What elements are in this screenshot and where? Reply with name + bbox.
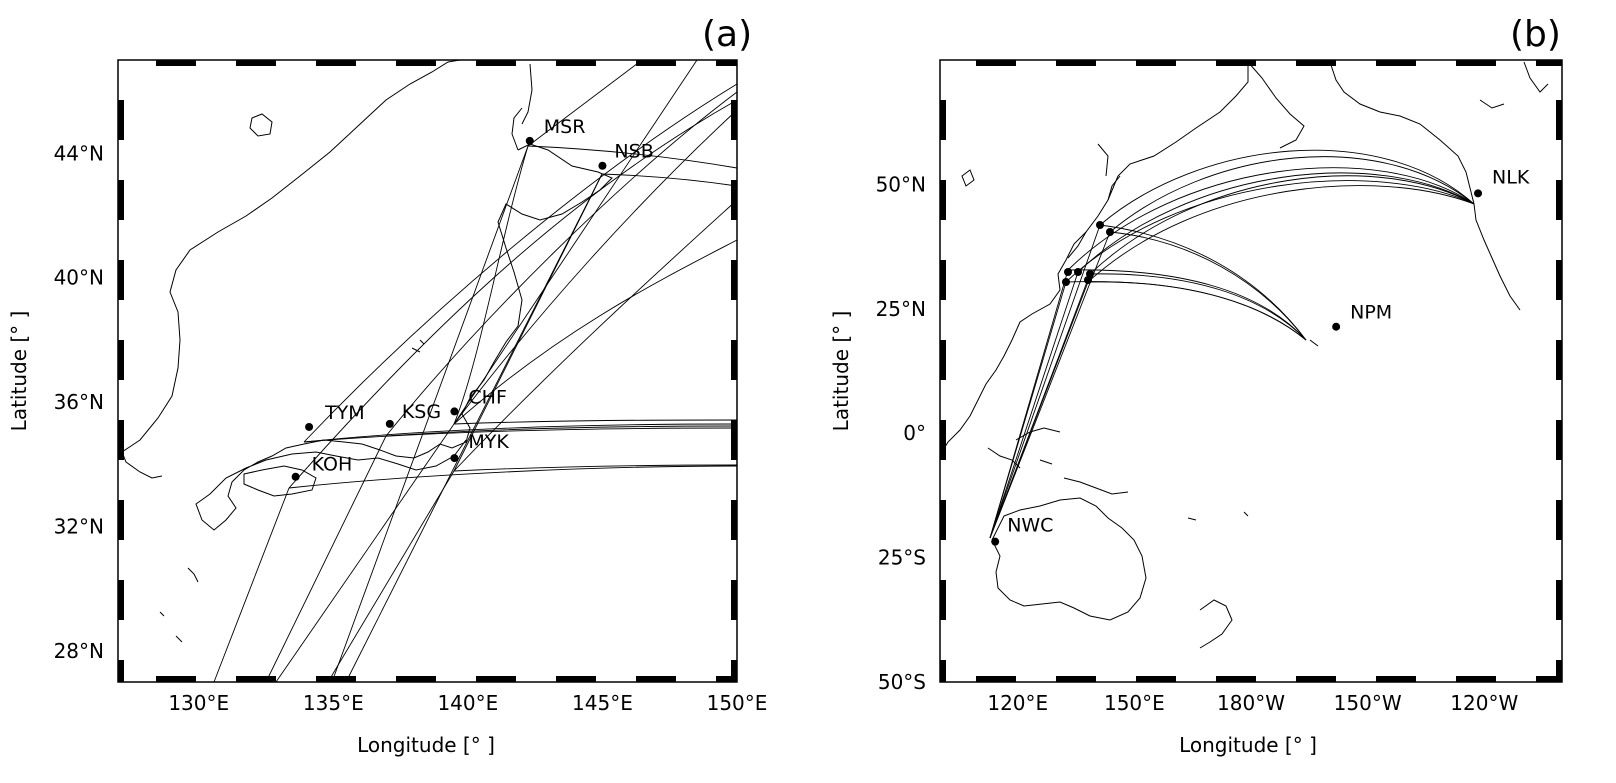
panel-a-propagation-paths bbox=[213, 59, 738, 683]
y-tick-label: 36°N bbox=[54, 390, 104, 414]
x-tick-label: 145°E bbox=[572, 691, 633, 715]
y-tick-label: 0° bbox=[903, 421, 926, 445]
map-panel-b: (b) bbox=[829, 14, 1563, 757]
station-label-myk: MYK bbox=[468, 431, 509, 453]
panel-b-y-tick-labels: 50°S 25°S 0° 25°N 50°N bbox=[876, 172, 926, 694]
x-tick-label: 150°E bbox=[1104, 691, 1165, 715]
station-label-chf: CHF bbox=[468, 386, 506, 408]
station-label-ksg: KSG bbox=[402, 401, 441, 423]
x-tick-label: 135°E bbox=[303, 691, 364, 715]
x-tick-label: 120°W bbox=[1450, 691, 1518, 715]
y-tick-label: 25°S bbox=[878, 546, 926, 570]
x-tick-label: 150°E bbox=[707, 691, 768, 715]
receiver-dot bbox=[1064, 268, 1072, 276]
station-label-koh: KOH bbox=[312, 454, 353, 476]
receiver-dot bbox=[1096, 221, 1104, 229]
station-marker-nsb bbox=[598, 161, 607, 170]
station-marker-nlk bbox=[1474, 189, 1483, 198]
x-tick-label: 120°E bbox=[987, 691, 1048, 715]
station-label-nsb: NSB bbox=[614, 141, 653, 163]
panel-b-transmitters: NLK NPM NWC bbox=[991, 166, 1530, 546]
station-label-tym: TYM bbox=[324, 402, 365, 424]
panel-a-frame bbox=[117, 59, 738, 683]
station-marker-msr bbox=[525, 136, 534, 145]
station-marker-myk bbox=[450, 454, 459, 463]
station-label-nwc: NWC bbox=[1007, 515, 1053, 537]
panel-b-y-axis-title: Latitude [° ] bbox=[829, 311, 853, 432]
station-marker-tym bbox=[305, 422, 314, 431]
station-marker-nwc bbox=[991, 537, 1000, 546]
receiver-dot bbox=[1074, 268, 1082, 276]
y-tick-label: 25°N bbox=[876, 297, 926, 321]
receiver-dot bbox=[1062, 278, 1070, 286]
panel-a-y-tick-labels: 28°N 32°N 36°N 40°N 44°N bbox=[54, 141, 104, 663]
map-panel-a: (a) bbox=[7, 14, 767, 757]
receiver-dot bbox=[1106, 228, 1114, 236]
y-tick-label: 32°N bbox=[54, 515, 104, 539]
station-label-msr: MSR bbox=[544, 116, 586, 138]
panel-a-x-tick-labels: 130°E 135°E 140°E 145°E 150°E bbox=[168, 691, 767, 715]
panel-b-x-tick-labels: 120°E 150°E 180°W 150°W 120°W bbox=[987, 691, 1518, 715]
panel-a-coastlines bbox=[121, 59, 613, 643]
station-marker-chf bbox=[450, 407, 459, 416]
station-marker-npm bbox=[1332, 322, 1341, 331]
panel-b-label: (b) bbox=[1510, 14, 1561, 55]
y-tick-label: 40°N bbox=[54, 266, 104, 290]
y-tick-label: 44°N bbox=[54, 141, 104, 165]
panel-a-label: (a) bbox=[702, 14, 752, 55]
y-tick-label: 28°N bbox=[54, 639, 104, 663]
panel-a-x-axis-title: Longitude [° ] bbox=[357, 733, 495, 757]
panel-b-x-axis-title: Longitude [° ] bbox=[1179, 733, 1317, 757]
station-label-nlk: NLK bbox=[1492, 166, 1530, 188]
x-tick-label: 180°W bbox=[1217, 691, 1285, 715]
y-tick-label: 50°N bbox=[876, 172, 926, 196]
station-marker-koh bbox=[291, 472, 300, 481]
x-tick-label: 140°E bbox=[437, 691, 498, 715]
panel-b-coastlines bbox=[941, 61, 1549, 649]
panel-a-y-axis-title: Latitude [° ] bbox=[7, 311, 31, 432]
x-tick-label: 150°W bbox=[1334, 691, 1402, 715]
receiver-dot bbox=[1084, 276, 1092, 284]
y-tick-label: 50°S bbox=[878, 670, 926, 694]
station-label-npm: NPM bbox=[1350, 302, 1392, 324]
panel-a-stations: MSR NSB TYM KSG CHF KOH MYK bbox=[291, 116, 654, 481]
station-marker-ksg bbox=[385, 419, 394, 428]
x-tick-label: 130°E bbox=[168, 691, 229, 715]
panel-b-receiver-dots bbox=[1062, 221, 1114, 286]
panel-b-propagation-paths bbox=[989, 149, 1475, 539]
panel-b-frame bbox=[939, 59, 1563, 683]
